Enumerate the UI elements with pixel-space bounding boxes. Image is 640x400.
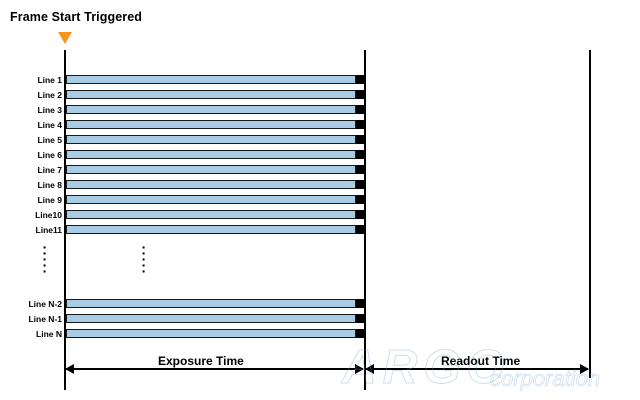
arrow-right-icon [580, 364, 589, 374]
readout-block [356, 120, 364, 129]
readout-block [356, 225, 364, 234]
exposure-bar [66, 75, 356, 84]
readout-block [356, 75, 364, 84]
exposure-bar [66, 225, 356, 234]
readout-time-label: Readout Time [438, 354, 524, 368]
line-label: Line10 [35, 209, 62, 220]
line-label: Line 4 [37, 119, 62, 130]
exposure-end-line [364, 50, 366, 390]
exposure-bar [66, 120, 356, 129]
line-label: Line 3 [37, 104, 62, 115]
exposure-bar [66, 314, 356, 323]
line-label: Line11 [35, 224, 62, 235]
exposure-bar [66, 135, 356, 144]
readout-block [356, 329, 364, 338]
exposure-time-arrow [65, 364, 364, 374]
exposure-bar [66, 90, 356, 99]
exposure-bar [66, 299, 356, 308]
arrow-right-icon [355, 364, 364, 374]
line-label: Line 8 [37, 179, 62, 190]
readout-block [356, 150, 364, 159]
readout-block [356, 165, 364, 174]
readout-block [356, 210, 364, 219]
readout-block [356, 90, 364, 99]
readout-block [356, 299, 364, 308]
frame-start-line [64, 50, 66, 390]
line-label: Line N-1 [28, 313, 62, 324]
bar-ellipsis: · · · · · [141, 239, 147, 279]
exposure-bar [66, 105, 356, 114]
line-label: Line 6 [37, 149, 62, 160]
label-ellipsis: · · · · · [42, 239, 48, 279]
readout-time-arrow [365, 364, 589, 374]
diagram-title: Frame Start Triggered [10, 10, 143, 24]
exposure-time-label: Exposure Time [155, 354, 247, 368]
line-label: Line N-2 [28, 298, 62, 309]
exposure-bar [66, 180, 356, 189]
readout-block [356, 195, 364, 204]
readout-block [356, 105, 364, 114]
arrow-left-icon [365, 364, 374, 374]
line-label: Line 1 [37, 74, 62, 85]
readout-block [356, 314, 364, 323]
arrow-left-icon [65, 364, 74, 374]
line-label: Line 5 [37, 134, 62, 145]
exposure-bar [66, 210, 356, 219]
readout-block [356, 135, 364, 144]
line-label: Line 9 [37, 194, 62, 205]
line-label: Line 7 [37, 164, 62, 175]
readout-end-line [589, 50, 591, 378]
line-label: Line 2 [37, 89, 62, 100]
exposure-bar [66, 150, 356, 159]
exposure-bar [66, 195, 356, 204]
exposure-bar [66, 165, 356, 174]
exposure-bar [66, 329, 356, 338]
readout-block [356, 180, 364, 189]
frame-start-marker-icon [58, 32, 72, 44]
line-label: Line N [36, 328, 62, 339]
